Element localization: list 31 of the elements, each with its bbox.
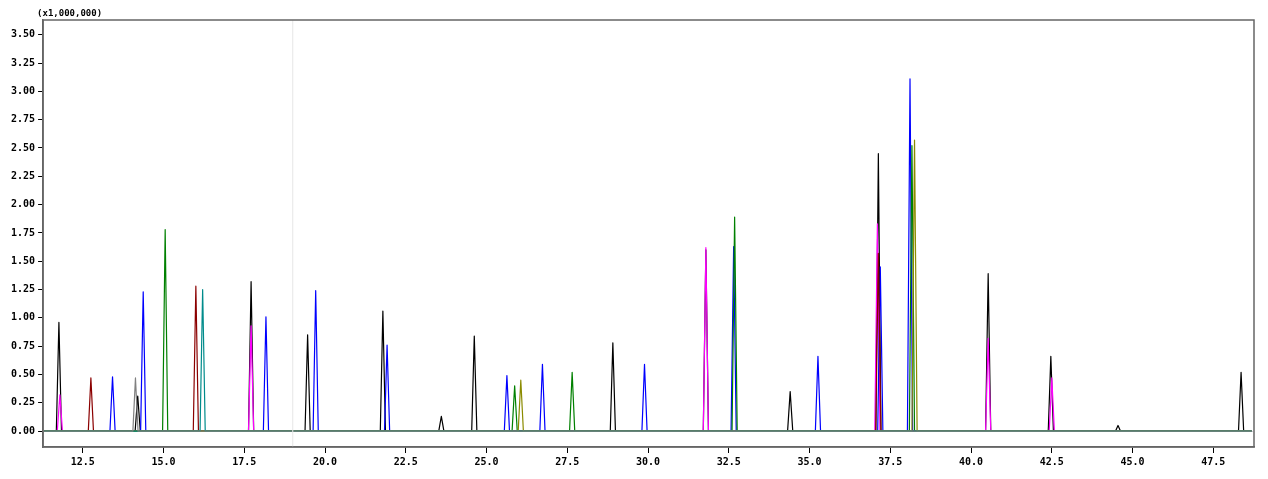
y-tick-label: 3.00 xyxy=(10,84,36,96)
x-tick-label: 17.5 xyxy=(232,455,257,467)
x-tick-label: 42.5 xyxy=(1039,455,1064,467)
y-tick-label: 0.50 xyxy=(10,368,36,380)
y-tick-label: 2.75 xyxy=(10,113,36,125)
y-tick-label: 0.75 xyxy=(10,339,36,351)
x-tick-label: 25.0 xyxy=(474,455,499,467)
x-tick-label: 20.0 xyxy=(313,455,338,467)
x-tick-label: 45.0 xyxy=(1120,455,1145,467)
y-tick-label: 3.50 xyxy=(10,28,36,40)
x-tick-label: 22.5 xyxy=(393,455,418,467)
x-tick-label: 27.5 xyxy=(555,455,580,467)
x-tick-label: 15.0 xyxy=(151,455,176,467)
y-axis-title: (x1,000,000) xyxy=(37,7,103,18)
y-tick-label: 3.25 xyxy=(10,56,36,68)
y-tick-label: 1.25 xyxy=(10,283,36,295)
y-tick-label: 1.50 xyxy=(10,254,36,266)
y-tick-label: 2.50 xyxy=(10,141,36,153)
x-tick-label: 32.5 xyxy=(716,455,741,467)
x-tick-label: 35.0 xyxy=(797,455,822,467)
y-tick-label: 0.00 xyxy=(10,424,36,436)
y-tick-label: 0.25 xyxy=(10,396,36,408)
y-tick-label: 1.00 xyxy=(10,311,36,323)
x-tick-label: 30.0 xyxy=(636,455,661,467)
y-tick-label: 2.25 xyxy=(10,169,36,181)
x-tick-label: 12.5 xyxy=(70,455,95,467)
x-tick-label: 37.5 xyxy=(878,455,903,467)
y-tick-label: 1.75 xyxy=(10,226,36,238)
y-tick-label: 2.00 xyxy=(10,198,36,210)
x-tick-label: 47.5 xyxy=(1201,455,1226,467)
x-tick-label: 40.0 xyxy=(959,455,984,467)
